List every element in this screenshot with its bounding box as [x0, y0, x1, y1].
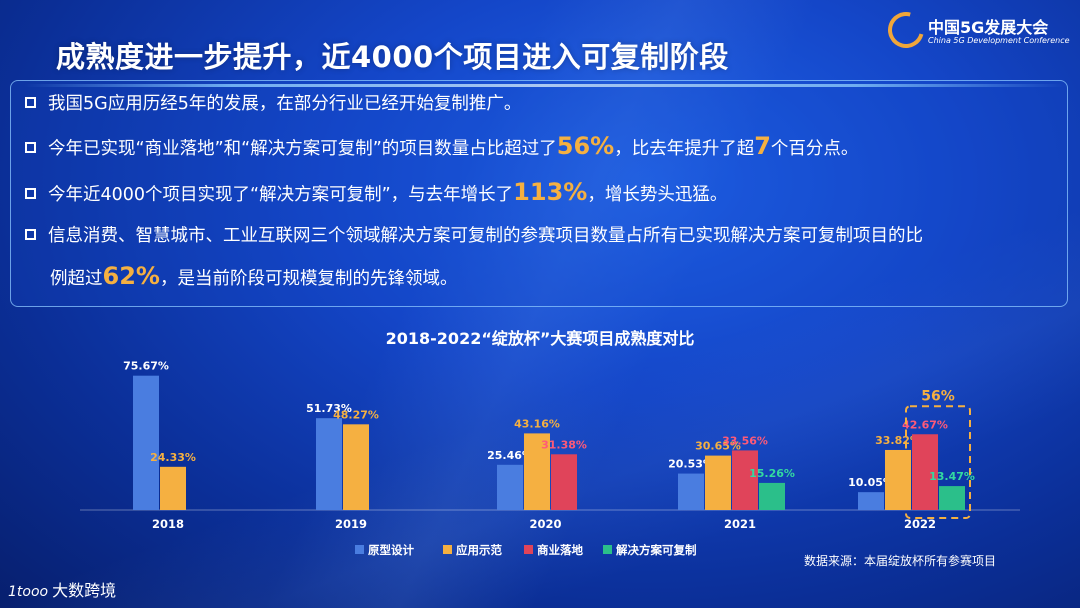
bar-2021-原型设计	[678, 473, 704, 510]
checkbox-square-icon	[25, 187, 36, 199]
bullet-3: 今年近4000个项目实现了“解决方案可复制”，与去年增长了113%，增长势头迅猛…	[25, 179, 727, 208]
logo-subtitle: China 5G Development Conference	[928, 36, 1070, 45]
bullet-4-post: ，是当前阶段可规模复制的先锋领域。	[159, 269, 458, 289]
maturity-bar-chart: 75.67% 24.33% 2018 51.73%48.27% 2019 25.46% 43…	[80, 360, 1020, 557]
bar-2021-应用示范	[705, 455, 731, 510]
logo-title: 中国5G发展大会	[928, 18, 1049, 37]
page-title: 成熟度进一步提升，近4000个项目进入可复制阶段	[56, 40, 729, 74]
data-label-2020-商业落地: 31.38%	[541, 438, 587, 451]
bar-2022-原型设计	[858, 492, 884, 510]
data-source-note: 数据来源：本届绽放杯所有参赛项目	[804, 554, 997, 568]
x-tick-2019: 2019	[335, 517, 367, 531]
bullet-2-post: 个百分点。	[770, 139, 859, 159]
legend-swatch-应用示范	[443, 545, 452, 554]
x-tick-2022: 2022	[904, 517, 936, 531]
bar-2020-应用示范	[524, 433, 550, 510]
legend-swatch-商业落地	[524, 545, 533, 554]
bullet-4-pre: 例超过	[50, 269, 103, 289]
legend-label-应用示范: 应用示范	[456, 543, 502, 557]
highlight-box-2022	[905, 405, 971, 519]
conference-logo: 中国5G发展大会 China 5G Development Conference	[881, 5, 1073, 56]
data-label-2022-解决方案可复制: 13.47%	[929, 470, 975, 483]
checkbox-square-icon	[25, 228, 36, 240]
data-label-2022-原型设计: 10.05%	[848, 476, 894, 489]
legend-swatch-解决方案可复制	[603, 545, 612, 554]
bar-2022-应用示范	[885, 449, 911, 510]
bullet-1-text: 我国5G应用历经5年的发展，在部分行业已经开始复制推广。	[48, 94, 522, 114]
bar-2022-解决方案可复制	[939, 486, 965, 510]
legend-swatch-原型设计	[355, 545, 364, 554]
data-label-2021-商业落地: 33.56%	[722, 434, 768, 447]
data-label-2019-原型设计: 51.73%	[306, 402, 352, 415]
legend-label-商业落地: 商业落地	[537, 543, 583, 557]
data-label-2018-应用示范: 24.33%	[150, 451, 196, 464]
x-tick-2020: 2020	[529, 517, 561, 531]
bullet-1: 我国5G应用历经5年的发展，在部分行业已经开始复制推广。	[25, 91, 521, 117]
bullet-2-highlight-7: 7	[754, 132, 771, 160]
summary-panel: 我国5G应用历经5年的发展，在部分行业已经开始复制推广。 今年已实现“商业落地”…	[10, 80, 1068, 307]
checkbox-square-icon	[25, 96, 36, 108]
data-label-2022-应用示范: 33.82%	[875, 434, 921, 447]
bar-2018-原型设计	[133, 375, 159, 510]
data-label-2022-商业落地: 42.67%	[902, 418, 948, 431]
bullet-2-pre: 今年已实现“商业落地”和“解决方案可复制”的项目数量占比超过了	[48, 139, 557, 159]
checkbox-square-icon	[25, 141, 36, 153]
bullet-3-post: ，增长势头迅猛。	[587, 185, 728, 205]
bar-2019-原型设计	[316, 418, 342, 510]
bullet-4-line2: 例超过62%，是当前阶段可规模复制的先锋领域。	[50, 263, 457, 292]
bullet-2-mid: ，比去年提升了超	[614, 139, 755, 159]
bullet-2: 今年已实现“商业落地”和“解决方案可复制”的项目数量占比超过了56%，比去年提升…	[25, 133, 858, 162]
bar-2018-应用示范	[160, 466, 186, 510]
bar-2020-原型设计	[497, 464, 523, 510]
data-label-2019-应用示范: 48.27%	[333, 408, 379, 421]
bar-2022-商业落地	[912, 434, 938, 510]
bullet-4-line1: 信息消费、智慧城市、工业互联网三个领域解决方案可复制的参赛项目数量占所有已实现解…	[48, 226, 923, 246]
legend-label-原型设计: 原型设计	[368, 543, 414, 557]
bar-2020-商业落地	[551, 454, 577, 510]
highlight-label-56: 56%	[921, 388, 955, 404]
bullet-4-highlight-62: 62%	[102, 262, 160, 290]
title-underline	[24, 84, 1064, 87]
brand-logo-icon: 1tooo	[8, 584, 49, 600]
data-label-2021-解决方案可复制: 15.26%	[749, 467, 795, 480]
data-label-2020-原型设计: 25.46%	[487, 449, 533, 462]
data-label-2021-应用示范: 30.65%	[695, 440, 741, 453]
bar-2019-应用示范	[343, 424, 369, 510]
x-tick-2018: 2018	[152, 517, 184, 531]
data-label-2018-原型设计: 75.67%	[123, 360, 169, 373]
legend-label-解决方案可复制: 解决方案可复制	[616, 543, 697, 557]
bar-2021-商业落地	[732, 450, 758, 510]
brand-watermark: 1tooo 大数跨境	[8, 577, 116, 601]
x-tick-2021: 2021	[724, 517, 756, 531]
chart-title: 2018-2022“绽放杯”大赛项目成熟度对比	[385, 329, 695, 348]
bar-2021-解决方案可复制	[759, 482, 785, 510]
data-label-2021-原型设计: 20.53%	[668, 458, 714, 471]
bullet-3-pre: 今年近4000个项目实现了“解决方案可复制”，与去年增长了	[48, 185, 514, 205]
bullet-2-highlight-56: 56%	[556, 132, 615, 160]
brand-name: 大数跨境	[52, 581, 117, 600]
bullet-3-highlight-113: 113%	[513, 178, 588, 206]
bullet-4: 信息消费、智慧城市、工业互联网三个领域解决方案可复制的参赛项目数量占所有已实现解…	[25, 223, 923, 249]
data-label-2020-应用示范: 43.16%	[514, 417, 560, 430]
logo-ring-icon	[881, 5, 931, 55]
